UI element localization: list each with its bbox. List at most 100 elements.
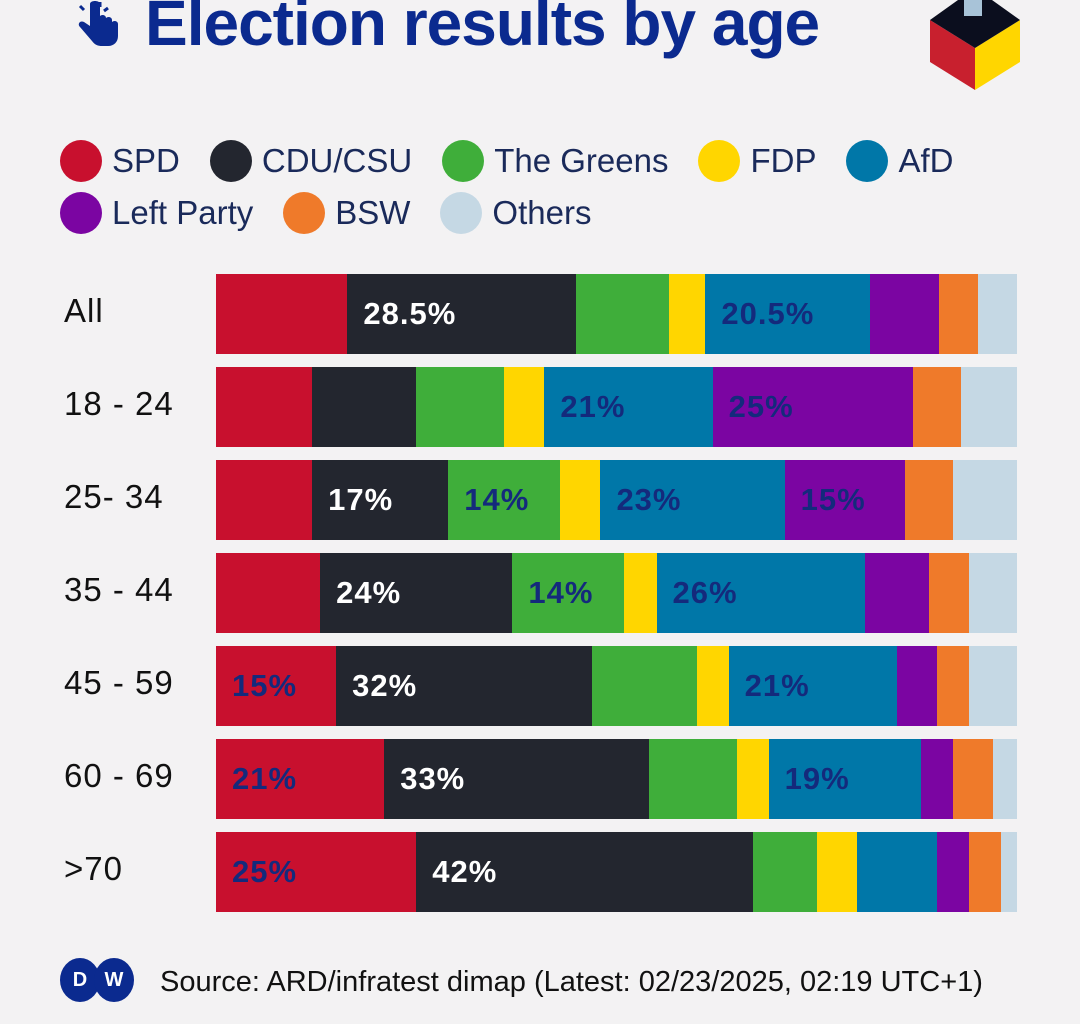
- legend-label: Left Party: [112, 194, 254, 231]
- bar-segment: [504, 367, 545, 447]
- bar-segment: [936, 646, 969, 726]
- data-label: 32%: [352, 668, 418, 703]
- bar-segment: [216, 460, 313, 540]
- category-label: 35 - 44: [64, 571, 174, 608]
- bar-segment: [624, 553, 657, 633]
- bar-segment: [978, 274, 1017, 354]
- bar-row: 35 - 44 24% 14% 26%: [0, 553, 1080, 633]
- category-label: 60 - 69: [64, 757, 174, 794]
- legend-swatch: [283, 192, 326, 234]
- bar-segment: [912, 367, 961, 447]
- bar-segment: [856, 832, 937, 912]
- legend-row: Left Party BSW Others: [60, 187, 1060, 239]
- stacked-bar: 17% 14% 23% 15%: [216, 460, 1017, 540]
- data-label: 28.5%: [363, 296, 457, 331]
- category-label: >70: [64, 850, 123, 887]
- legend-label: BSW: [335, 194, 411, 231]
- data-label: 19%: [784, 761, 850, 796]
- bar-segment: 14%: [512, 553, 625, 633]
- legend-swatch: [209, 140, 252, 182]
- legend-item: Others: [440, 192, 591, 234]
- bar-segment: [575, 274, 670, 354]
- legend-item: CDU/CSU: [209, 140, 413, 182]
- bar-segment: [1000, 832, 1017, 912]
- bar-segment: 24%: [320, 553, 513, 633]
- bar-segment: [936, 832, 969, 912]
- data-label: 25%: [232, 854, 298, 889]
- legend-swatch: [60, 192, 102, 234]
- legend-swatch: [442, 140, 485, 182]
- bar-segment: 25%: [712, 367, 913, 447]
- bar-segment: [960, 367, 1017, 447]
- legend-label: AfD: [898, 142, 954, 179]
- category-label: All: [64, 292, 104, 329]
- data-label: 21%: [232, 761, 298, 796]
- legend-swatch: [698, 140, 741, 182]
- legend-swatch: [846, 140, 889, 182]
- stacked-bar: 28.5% 20.5%: [216, 274, 1017, 354]
- bar-row: >70 25% 42%: [0, 832, 1080, 912]
- bar-segment: [648, 739, 737, 819]
- bar-segment: 17%: [312, 460, 449, 540]
- data-label: 21%: [560, 389, 626, 424]
- legend-label: SPD: [112, 142, 180, 179]
- legend-swatch: [60, 140, 102, 182]
- bar-segment: [312, 367, 417, 447]
- stacked-bar: 24% 14% 26%: [216, 553, 1017, 633]
- stacked-bar: 21% 25%: [216, 367, 1017, 447]
- bar-segment: 21%: [216, 739, 385, 819]
- chart-title: Election results by age: [145, 0, 820, 59]
- legend-label: CDU/CSU: [261, 142, 413, 179]
- bar-segment: [592, 646, 697, 726]
- bar-row: 18 - 24 21% 25%: [0, 367, 1080, 447]
- bar-segment: 14%: [448, 460, 561, 540]
- data-label: 25%: [728, 389, 794, 424]
- bar-segment: 19%: [768, 739, 921, 819]
- legend-row: SPD CDU/CSU The Greens FDP AfD: [60, 135, 1060, 187]
- bar-row: 25- 34 17% 14% 23% 15%: [0, 460, 1080, 540]
- data-label: 33%: [400, 761, 466, 796]
- bar-segment: [216, 274, 348, 354]
- data-label: 15%: [800, 482, 866, 517]
- bar-segment: 26%: [656, 553, 865, 633]
- category-label: 25- 34: [64, 478, 164, 515]
- legend-swatch: [440, 192, 483, 234]
- data-label: 14%: [528, 575, 594, 610]
- bar-segment: [968, 832, 1001, 912]
- legend-item: BSW: [283, 192, 410, 234]
- hand-pointer-icon: [72, 0, 124, 55]
- bar-segment: [869, 274, 940, 354]
- bar-segment: [952, 460, 1017, 540]
- bar-segment: 20.5%: [705, 274, 870, 354]
- ballot-box-icon: [928, 0, 1022, 95]
- bar-segment: 21%: [544, 367, 713, 447]
- data-label: 42%: [432, 854, 498, 889]
- bar-segment: [216, 553, 321, 633]
- bar-segment: 15%: [216, 646, 337, 726]
- bar-segment: [864, 553, 929, 633]
- legend-item: AfD: [846, 140, 953, 182]
- legend-item: FDP: [698, 140, 816, 182]
- bar-segment: 32%: [336, 646, 593, 726]
- data-label: 17%: [328, 482, 394, 517]
- bar-segment: 33%: [384, 739, 649, 819]
- stacked-bar: 15% 32% 21%: [216, 646, 1017, 726]
- bar-row: All 28.5% 20.5%: [0, 274, 1080, 354]
- bar-row: 60 - 69 21% 33% 19%: [0, 739, 1080, 819]
- bar-segment: [696, 646, 729, 726]
- bar-segment: [968, 646, 1017, 726]
- legend: SPD CDU/CSU The Greens FDP AfD Left Party BSW O…: [60, 135, 1060, 239]
- legend-label: The Greens: [494, 142, 669, 179]
- data-label: 14%: [464, 482, 530, 517]
- data-label: 21%: [744, 668, 810, 703]
- bar-segment: [952, 739, 993, 819]
- bar-segment: 25%: [216, 832, 417, 912]
- legend-item: The Greens: [442, 140, 668, 182]
- data-label: 20.5%: [721, 296, 815, 331]
- bar-segment: [216, 367, 313, 447]
- bar-segment: 28.5%: [347, 274, 576, 354]
- legend-label: FDP: [750, 142, 817, 179]
- bar-segment: [816, 832, 857, 912]
- bar-segment: 21%: [728, 646, 897, 726]
